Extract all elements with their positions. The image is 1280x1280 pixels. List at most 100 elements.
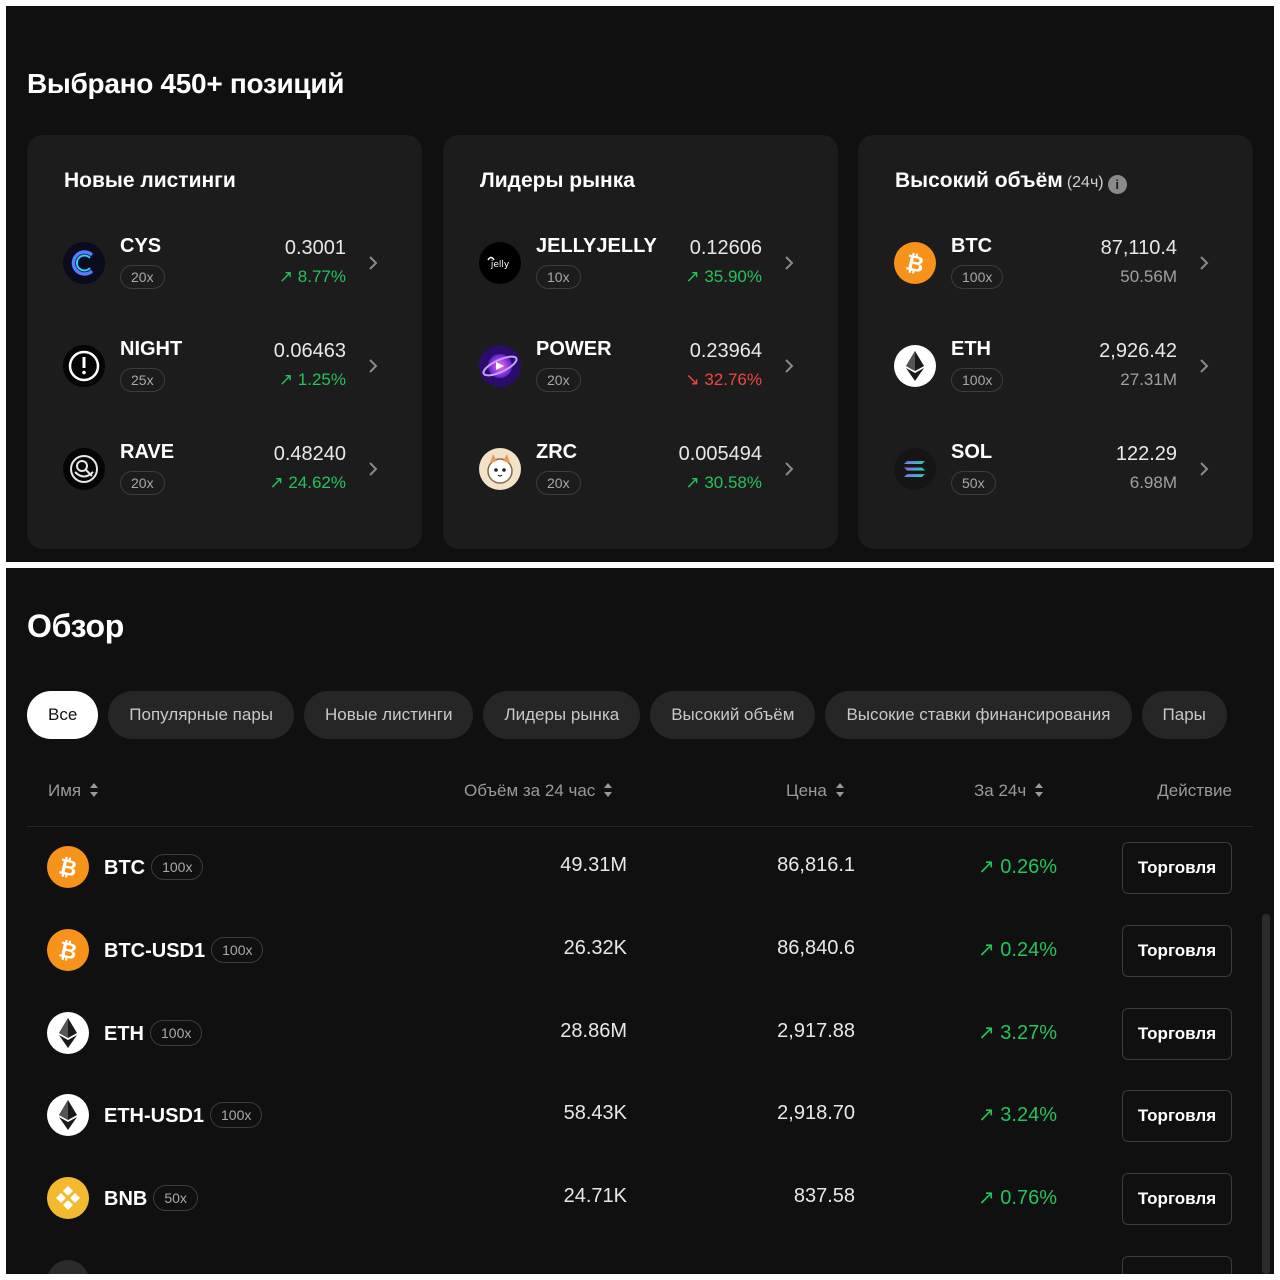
volume-cell: 26.32K [563, 937, 627, 959]
coin-symbol: SOL [951, 441, 993, 463]
svg-text:₿: ₿ [56, 937, 79, 965]
card-row-jellyjelly[interactable]: jelly JELLYJELLY 10x 0.12606 ↗ 35.90% [443, 229, 838, 299]
table-row[interactable]: ETH 100x 28.86M 2,917.88 ↗ 3.27% Торговля [27, 992, 1253, 1074]
price-cell: 2,917.88 [777, 1020, 855, 1042]
table-row[interactable]: ₿ BTC 100x 49.31M 86,816.1 ↗ 0.26% Торгов… [27, 826, 1253, 908]
coin-symbol: BTC 100x [104, 854, 204, 880]
trade-button[interactable]: Торговля [1122, 842, 1232, 894]
chevron-right-icon[interactable] [782, 251, 796, 275]
leverage-badge: 20x [120, 265, 165, 289]
column-change[interactable]: За 24ч [974, 781, 1044, 801]
table-row-partial[interactable] [27, 1240, 1253, 1274]
chip-high-volume[interactable]: Высокий объём [650, 691, 816, 739]
chevron-right-icon[interactable] [366, 457, 380, 481]
change-cell: ↗ 0.26% [977, 856, 1057, 878]
leverage-badge: 20x [120, 471, 165, 495]
table-row[interactable]: ₿ BTC-USD1 100x 26.32K 86,840.6 ↗ 0.24% Т… [27, 909, 1253, 991]
rave-logo-icon [63, 448, 105, 490]
volume-24h: 6.98M [1129, 473, 1177, 492]
coin-price: 122.29 [1115, 443, 1177, 465]
card-new-listings: Новые листинги CYS 20x 0.3001 ↗ 8.77% NI… [27, 135, 422, 549]
chevron-right-icon[interactable] [1197, 354, 1211, 378]
table-header: Имя Объём за 24 час Цена За 24ч Действие [27, 773, 1253, 827]
trade-button-partial[interactable] [1122, 1256, 1232, 1274]
btc-logo-icon: ₿ [47, 846, 89, 888]
eth-logo-icon [47, 1094, 89, 1136]
chevron-right-icon[interactable] [366, 251, 380, 275]
chevron-right-icon[interactable] [782, 457, 796, 481]
card-row-btc[interactable]: ₿ BTC 100x 87,110.4 50.56M [858, 229, 1253, 299]
chevron-right-icon[interactable] [366, 354, 380, 378]
card-row-power[interactable]: POWER 20x 0.23964 ↘ 32.76% [443, 332, 838, 402]
change-cell: ↗ 3.24% [977, 1104, 1057, 1126]
coin-symbol: POWER [536, 338, 612, 360]
coin-symbol: ZRC [536, 441, 578, 463]
filter-chips: Все Популярные пары Новые листинги Лидер… [27, 691, 1227, 739]
chip-all[interactable]: Все [27, 691, 99, 739]
price-change: ↘ 32.76% [685, 370, 762, 389]
price-cell: 86,816.1 [777, 854, 855, 876]
change-cell: ↗ 3.27% [977, 1022, 1057, 1044]
card-high-volume: Высокий объём (24ч) i ₿ BTC 100x 87,110.4 … [858, 135, 1253, 549]
coin-symbol: RAVE [120, 441, 175, 463]
sort-icon[interactable] [835, 781, 845, 799]
trade-button[interactable]: Торговля [1122, 1090, 1232, 1142]
trade-button[interactable]: Торговля [1122, 925, 1232, 977]
trade-button[interactable]: Торговля [1122, 1008, 1232, 1060]
leverage-badge: 10x [536, 265, 581, 289]
coin-symbol: BTC-USD1 100x [104, 937, 264, 963]
coin-price: 0.06463 [273, 340, 346, 362]
chip-popular-pairs[interactable]: Популярные пары [108, 691, 294, 739]
chevron-right-icon[interactable] [1197, 457, 1211, 481]
price-change: ↗ 1.25% [278, 370, 346, 389]
sort-icon[interactable] [89, 781, 99, 799]
jelly-logo-icon: jelly [479, 242, 521, 284]
chevron-right-icon[interactable] [1197, 251, 1211, 275]
card-row-sol[interactable]: SOL 50x 122.29 6.98M [858, 435, 1253, 505]
table-row[interactable]: ETH-USD1 100x 58.43K 2,918.70 ↗ 3.24% Тор… [27, 1074, 1253, 1156]
card-title: Высокий объём (24ч) i [895, 169, 1127, 194]
column-volume[interactable]: Объём за 24 час [464, 781, 613, 801]
coin-logo-icon [47, 1260, 89, 1274]
card-row-cys[interactable]: CYS 20x 0.3001 ↗ 8.77% [27, 229, 422, 299]
leverage-badge: 100x [951, 265, 1004, 289]
change-cell: ↗ 0.76% [977, 1187, 1057, 1209]
btc-logo-icon: ₿ [47, 929, 89, 971]
price-cell: 837.58 [793, 1185, 855, 1207]
chip-high-funding[interactable]: Высокие ставки финансирования [825, 691, 1132, 739]
card-row-zrc[interactable]: ZRC 20x 0.005494 ↗ 30.58% [443, 435, 838, 505]
column-price[interactable]: Цена [786, 781, 845, 801]
eth-logo-icon [894, 345, 936, 387]
coin-price: 0.48240 [273, 443, 346, 465]
coin-price: 87,110.4 [1100, 237, 1177, 259]
leverage-badge: 25x [120, 368, 165, 392]
scrollbar[interactable] [1262, 914, 1270, 1274]
chevron-right-icon[interactable] [782, 354, 796, 378]
chip-pairs[interactable]: Пары [1141, 691, 1227, 739]
sort-icon[interactable] [603, 781, 613, 799]
sort-icon[interactable] [1034, 781, 1044, 799]
price-change: ↗ 35.90% [685, 267, 762, 286]
card-market-leaders: Лидеры рынка jelly JELLYJELLY 10x 0.1260… [443, 135, 838, 549]
chip-market-leaders[interactable]: Лидеры рынка [483, 691, 641, 739]
info-icon[interactable]: i [1107, 175, 1127, 194]
card-row-eth[interactable]: ETH 100x 2,926.42 27.31M [858, 332, 1253, 402]
headline: Выбрано 450+ позиций [27, 68, 345, 99]
coin-price: 0.005494 [678, 443, 762, 465]
cys-logo-icon [63, 242, 105, 284]
card-row-night[interactable]: NIGHT 25x 0.06463 ↗ 1.25% [27, 332, 422, 402]
volume-24h: 27.31M [1120, 370, 1177, 389]
column-name[interactable]: Имя [48, 781, 99, 801]
leverage-badge: 100x [210, 1102, 263, 1128]
table-row[interactable]: BNB 50x 24.71K 837.58 ↗ 0.76% Торговля [27, 1157, 1253, 1239]
coin-price: 0.12606 [689, 237, 762, 259]
card-row-rave[interactable]: RAVE 20x 0.48240 ↗ 24.62% [27, 435, 422, 505]
trade-button[interactable]: Торговля [1122, 1173, 1232, 1225]
chip-new-listings[interactable]: Новые листинги [304, 691, 474, 739]
coin-symbol: CYS [120, 235, 162, 257]
coin-symbol: BTC [951, 235, 993, 257]
svg-text:₿: ₿ [903, 250, 926, 278]
volume-24h: 50.56M [1120, 267, 1177, 286]
leverage-badge: 100x [151, 854, 204, 880]
svg-text:₿: ₿ [56, 854, 79, 882]
